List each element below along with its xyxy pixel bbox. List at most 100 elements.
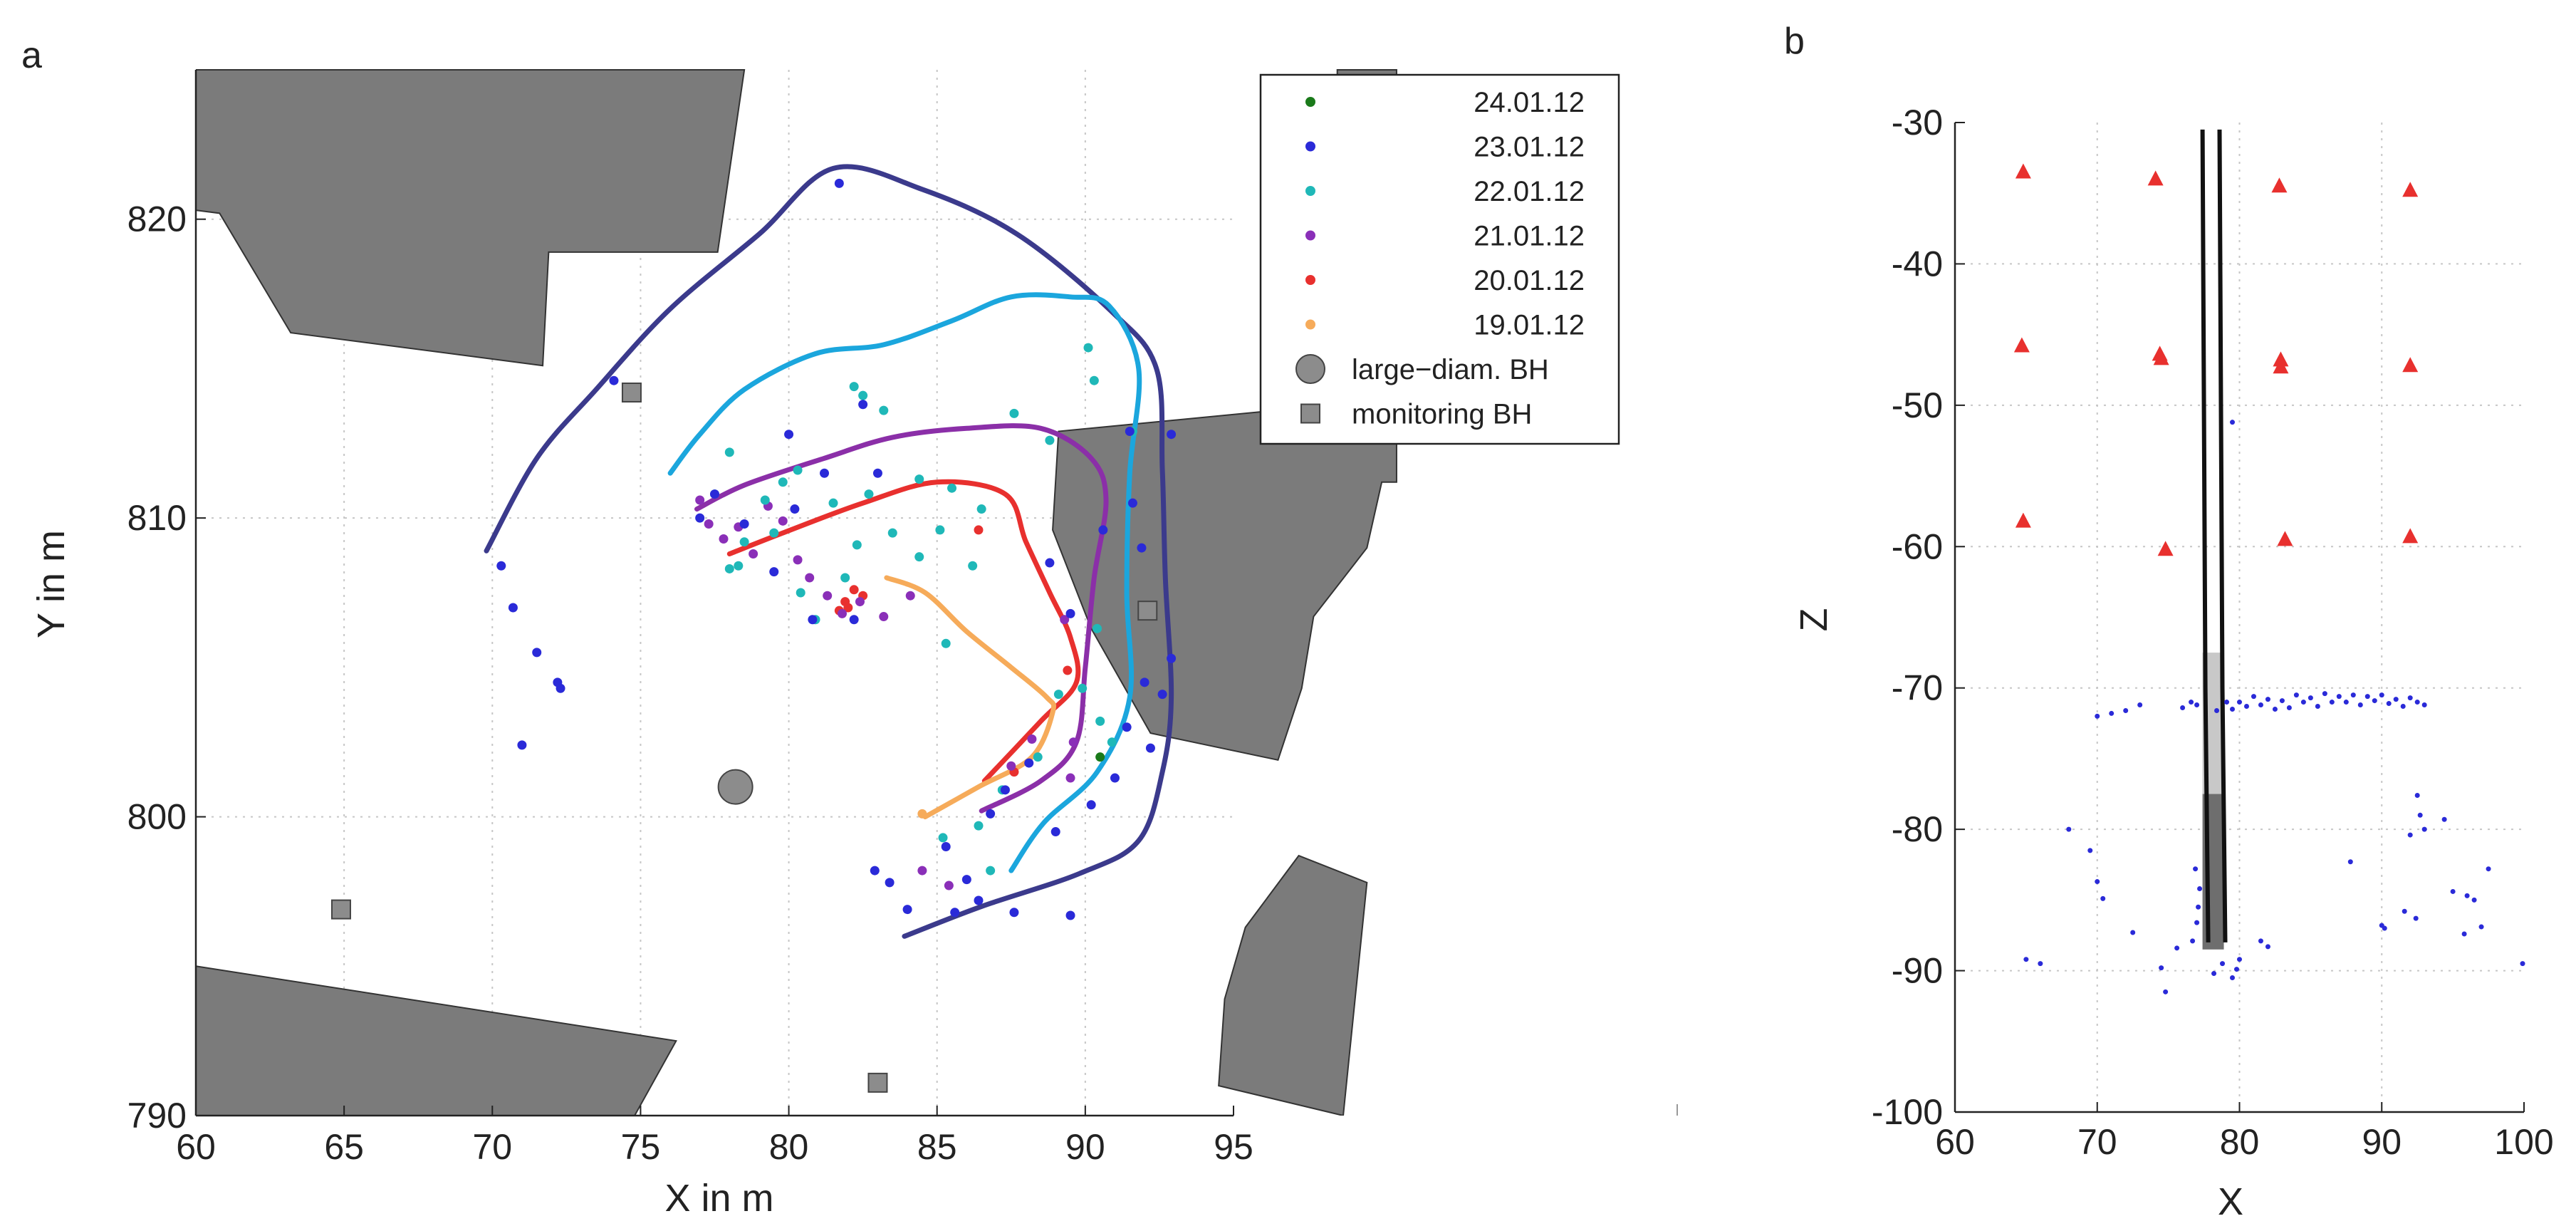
x-tick-label: 80 (2220, 1122, 2260, 1162)
event-point-21.01.12 (1027, 734, 1037, 744)
event-point (2478, 924, 2484, 930)
event-point (2159, 965, 2164, 971)
y-tick-label: -80 (1892, 809, 1943, 849)
y-tick-label: 820 (127, 199, 187, 239)
event-point-22.01.12 (1009, 408, 1019, 418)
event-point (2413, 915, 2419, 921)
event-point (2265, 697, 2270, 702)
event-point (2214, 707, 2220, 713)
event-point (2237, 957, 2242, 962)
sensor-triangle (2015, 512, 2031, 528)
event-point-21.01.12 (793, 555, 803, 565)
sensor-triangle (2015, 163, 2031, 179)
event-point-23.01.12 (790, 504, 800, 514)
event-point (2343, 700, 2349, 705)
event-point-22.01.12 (724, 447, 734, 457)
event-point-22.01.12 (760, 495, 770, 505)
obstacle-polygon (196, 965, 677, 1116)
event-point (2109, 710, 2114, 716)
event-point (2230, 706, 2236, 712)
x-tick-label: 60 (1935, 1122, 1975, 1162)
event-point (2234, 967, 2240, 972)
event-point-23.01.12 (1110, 773, 1120, 783)
sensor-triangle (2402, 182, 2419, 197)
legend: 24.01.12 23.01.12 22.01.12 21.01.12 20.01.12… (1259, 73, 1620, 445)
event-point-21.01.12 (1006, 761, 1016, 771)
event-point-23.01.12 (769, 567, 779, 577)
event-point (2230, 975, 2236, 980)
event-point (2336, 694, 2342, 700)
event-point-21.01.12 (1068, 737, 1078, 747)
event-point (2357, 702, 2363, 708)
event-point-23.01.12 (517, 740, 527, 750)
event-point-23.01.12 (1145, 743, 1155, 753)
event-point (2095, 713, 2100, 719)
event-point (2393, 697, 2399, 702)
y-tick-label: -50 (1892, 385, 1943, 425)
event-point (2194, 702, 2200, 708)
event-point-21.01.12 (917, 866, 927, 876)
borehole-trace-0 (2200, 129, 2211, 942)
event-point-23.01.12 (1127, 498, 1137, 508)
event-point-21.01.12 (879, 612, 889, 622)
sensor-triangle (2147, 170, 2164, 186)
event-point-23.01.12 (1140, 677, 1149, 687)
event-point-22.01.12 (947, 483, 957, 493)
event-point (2382, 925, 2387, 931)
event-point-23.01.12 (1125, 427, 1135, 437)
event-point-19.01.12 (917, 809, 927, 819)
event-point (2286, 705, 2292, 710)
sensor-triangle (2273, 358, 2289, 374)
event-point (2350, 692, 2356, 698)
event-point (2421, 702, 2427, 708)
event-point-22.01.12 (1093, 623, 1102, 633)
event-point-20.01.12 (843, 603, 853, 613)
contour-19.01.12 (884, 575, 1057, 820)
event-point (2400, 704, 2406, 710)
event-point-21.01.12 (704, 519, 714, 529)
sensor-triangle (2277, 531, 2293, 546)
event-point-21.01.12 (823, 591, 833, 601)
panel-label-b: b (1784, 21, 1805, 62)
event-point (2464, 893, 2470, 898)
obstacle-polygon (1218, 854, 1368, 1116)
event-point-23.01.12 (1167, 653, 1177, 663)
event-point (2364, 694, 2370, 700)
x-axis-label-b: X (2218, 1180, 2243, 1223)
event-point-22.01.12 (1083, 343, 1093, 353)
event-point-22.01.12 (914, 552, 924, 562)
sensor-triangle (2153, 350, 2169, 365)
contour-22.01.12 (667, 292, 1142, 873)
event-point (2407, 695, 2413, 701)
event-point-23.01.12 (1065, 608, 1075, 618)
event-point-23.01.12 (834, 178, 844, 188)
x-tick-label: 90 (1065, 1127, 1105, 1167)
event-point-22.01.12 (734, 561, 744, 571)
monitoring-bh-marker (1137, 601, 1158, 621)
event-point (2211, 971, 2217, 977)
event-point (2379, 692, 2384, 698)
event-point-23.01.12 (1137, 543, 1147, 553)
event-point (2300, 700, 2306, 705)
event-point (2095, 879, 2100, 885)
y-axis-label: Y in m (30, 530, 73, 638)
y-tick-label: 810 (127, 498, 187, 538)
sensor-triangle (2402, 357, 2419, 373)
legend-swatch-20.01.12 (1305, 275, 1315, 285)
event-point-21.01.12 (838, 608, 848, 618)
event-point (2137, 702, 2143, 708)
x-tick-label: 70 (472, 1127, 512, 1167)
x-tick-label: 100 (2494, 1122, 2553, 1162)
event-point (2258, 702, 2263, 708)
event-point-24.01.12 (1095, 752, 1105, 762)
event-point-23.01.12 (609, 375, 619, 385)
borehole-trace-1 (2217, 129, 2228, 942)
y-axis-label-b: Z (1793, 608, 1835, 632)
event-point-23.01.12 (849, 615, 859, 625)
event-point (2180, 705, 2186, 710)
event-point-23.01.12 (1045, 558, 1055, 568)
event-point-23.01.12 (556, 683, 565, 693)
event-point-23.01.12 (974, 895, 984, 905)
event-point (2258, 938, 2263, 944)
event-point-22.01.12 (974, 821, 984, 831)
